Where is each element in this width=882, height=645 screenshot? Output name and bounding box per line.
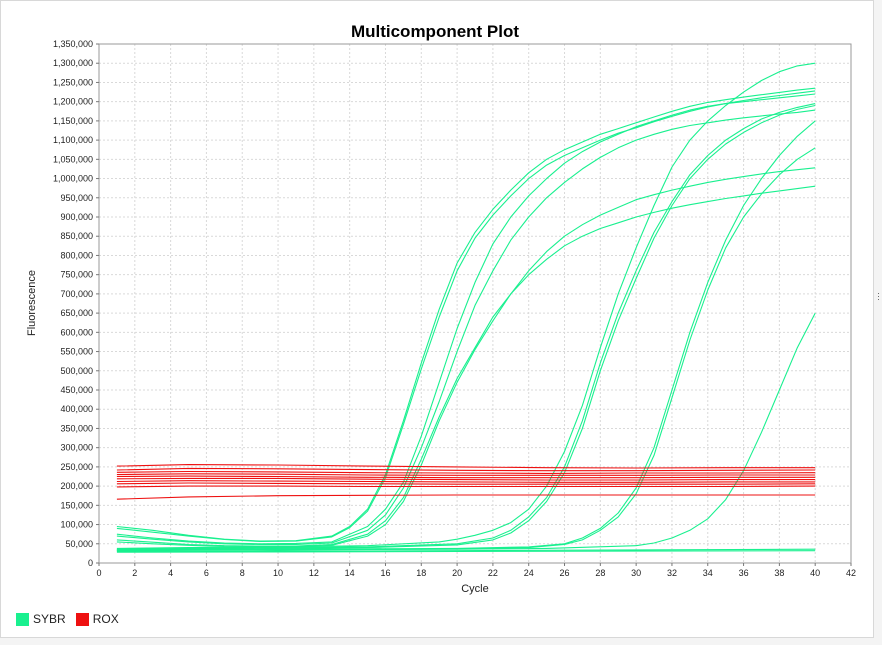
y-tick-label: 1,250,000: [53, 77, 93, 87]
series-line-sybr-8: [116, 104, 816, 551]
x-tick-label: 28: [595, 568, 605, 578]
series-line-sybr-9: [116, 120, 816, 551]
y-tick-label: 250,000: [60, 462, 93, 472]
x-tick-label: 26: [560, 568, 570, 578]
grid: [99, 43, 851, 563]
series-line-sybr-11: [116, 312, 816, 552]
legend-label-sybr: SYBR: [33, 612, 66, 626]
x-tick-label: 4: [168, 568, 173, 578]
x-tick-label: 10: [273, 568, 283, 578]
y-tick-label: 1,300,000: [53, 58, 93, 68]
x-tick-label: 0: [96, 568, 101, 578]
multicomponent-plot: Multicomponent Plot 0 50,000 100,000 150,00…: [26, 22, 856, 595]
series-line-sybr-6: [116, 62, 816, 549]
x-tick-label: 22: [488, 568, 498, 578]
x-tick-label: 30: [631, 568, 641, 578]
x-tick-label: 8: [240, 568, 245, 578]
y-tick-label: 900,000: [60, 212, 93, 222]
series-line-rox-14: [116, 464, 816, 469]
series-line-sybr-2: [116, 93, 816, 545]
series-line-rox-23: [116, 494, 816, 500]
y-axis-label: Fluorescence: [26, 270, 38, 336]
y-tick-label: 1,150,000: [53, 116, 93, 126]
series-line-sybr-13: [116, 550, 816, 553]
y-tick-label: 1,000,000: [53, 174, 93, 184]
y-axis: 0 50,000 100,000 150,000 200,000 250,000 300,0…: [53, 39, 99, 568]
y-tick-label: 450,000: [60, 385, 93, 395]
y-tick-label: 550,000: [60, 347, 93, 357]
legend-item-rox[interactable]: ROX: [75, 612, 119, 626]
y-tick-label: 300,000: [60, 443, 93, 453]
x-tick-label: 34: [703, 568, 713, 578]
series-line-sybr-7: [116, 103, 816, 550]
series-line-rox-16: [116, 470, 816, 474]
legend-swatch-sybr: [16, 612, 29, 626]
y-tick-label: 200,000: [60, 481, 93, 491]
series-line-rox-17: [116, 473, 816, 476]
y-tick-label: 600,000: [60, 327, 93, 337]
series-line-rox-22: [116, 485, 816, 488]
y-tick-label: 350,000: [60, 423, 93, 433]
y-tick-label: 500,000: [60, 366, 93, 376]
y-tick-label: 1,200,000: [53, 97, 93, 107]
series-line-rox-20: [116, 480, 816, 483]
y-tick-label: 700,000: [60, 289, 93, 299]
series-line-rox-18: [116, 475, 816, 479]
y-tick-label: 1,350,000: [53, 39, 93, 49]
x-tick-label: 32: [667, 568, 677, 578]
x-tick-label: 20: [452, 568, 462, 578]
y-tick-label: 850,000: [60, 231, 93, 241]
x-tick-label: 42: [846, 568, 856, 578]
series-line-rox-19: [116, 477, 816, 481]
series-line-sybr-0: [116, 87, 816, 542]
y-tick-label: 1,050,000: [53, 154, 93, 164]
y-tick-label: 0: [88, 558, 93, 568]
y-tick-label: 150,000: [60, 500, 93, 510]
y-tick-label: 1,100,000: [53, 135, 93, 145]
series-line-sybr-5: [116, 167, 816, 548]
series-line-sybr-12: [116, 548, 816, 553]
x-tick-label: 14: [345, 568, 355, 578]
series-line-rox-21: [116, 482, 816, 485]
chart-title: Multicomponent Plot: [351, 22, 519, 41]
x-tick-label: 2: [132, 568, 137, 578]
y-tick-label: 100,000: [60, 520, 93, 530]
series-layer: [116, 62, 816, 553]
y-tick-label: 800,000: [60, 250, 93, 260]
series-line-sybr-10: [116, 147, 816, 551]
x-tick-label: 38: [774, 568, 784, 578]
x-tick-label: 24: [524, 568, 534, 578]
series-line-sybr-4: [116, 185, 816, 547]
y-tick-label: 650,000: [60, 308, 93, 318]
series-line-sybr-3: [116, 109, 816, 546]
x-tick-label: 40: [810, 568, 820, 578]
legend-swatch-rox: [75, 612, 89, 626]
resize-handle-icon[interactable]: · · ·: [877, 288, 880, 304]
y-tick-label: 400,000: [60, 404, 93, 414]
x-axis-label: Cycle: [461, 583, 489, 595]
x-tick-label: 36: [739, 568, 749, 578]
y-tick-label: 950,000: [60, 193, 93, 203]
legend-label-rox: ROX: [92, 612, 119, 626]
x-tick-label: 18: [416, 568, 426, 578]
y-tick-label: 750,000: [60, 270, 93, 280]
legend: SYBR ROX: [16, 612, 129, 626]
x-tick-label: 16: [380, 568, 390, 578]
y-tick-label: 50,000: [65, 539, 93, 549]
plot-area: [98, 43, 852, 564]
x-tick-label: 6: [204, 568, 209, 578]
series-line-rox-15: [116, 467, 816, 472]
legend-item-sybr[interactable]: SYBR: [16, 612, 66, 626]
x-tick-label: 12: [309, 568, 319, 578]
x-axis: 0 2 4 6 8 10 12 14 16 18 20 22 24 26 28 30 32 34 36 38 40 42: [96, 563, 856, 578]
